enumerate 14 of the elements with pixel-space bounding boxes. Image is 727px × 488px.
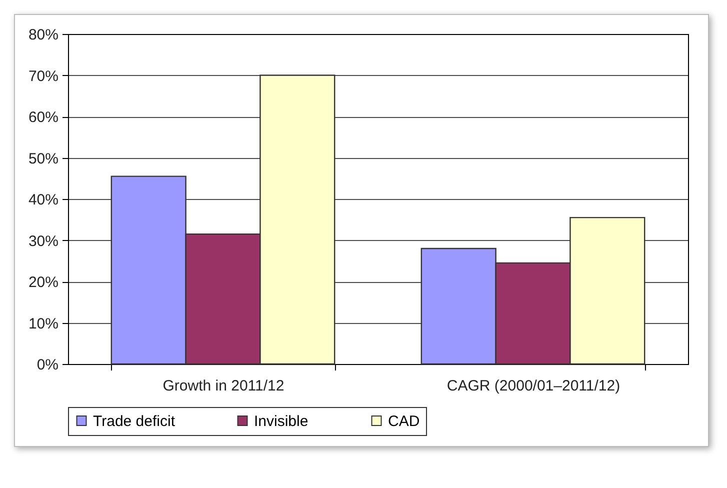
y-tick-label: 60% [28,109,58,126]
y-tick-label: 70% [28,68,58,85]
y-tick-label: 50% [28,150,58,168]
legend-label: CAD [388,412,420,430]
legend-label: Trade deficit [93,412,176,430]
y-tick-label: 30% [28,232,58,250]
legend-label: Invisible [254,412,308,430]
y-tick-label: 20% [28,274,58,291]
y-tick-label: 10% [28,315,58,332]
y-tick-label: 40% [28,192,58,208]
x-tick-label: Growth in 2011/12 [162,378,284,394]
x-tick-label: CAGR (2000/01–2011/12) [446,378,620,394]
y-tick-label: 80% [28,26,58,44]
y-tick-label: 0% [36,356,58,374]
